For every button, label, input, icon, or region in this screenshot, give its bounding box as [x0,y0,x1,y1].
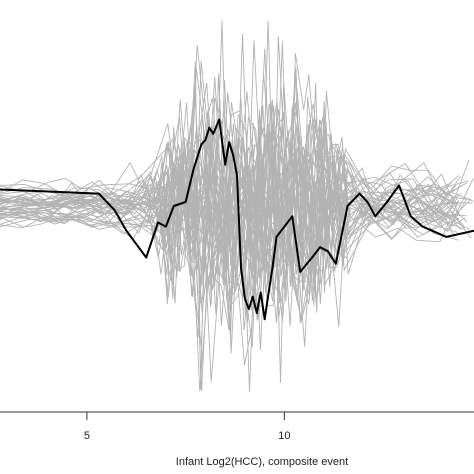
background-series-line [0,111,452,331]
x-axis-title: Infant Log2(HCC), composite event [176,456,348,468]
background-series-line [0,20,472,354]
highlight-series-group [0,118,474,321]
background-series-line [0,73,456,323]
highlight-series-line [0,118,474,321]
background-series-line [0,102,456,331]
background-series-line [0,41,455,288]
x-axis-ticks: 5 10 [84,412,291,442]
x-tick-label: 5 [84,430,90,442]
background-series-line [0,106,458,392]
x-tick-label: 10 [278,430,290,442]
background-series-line [0,118,450,340]
background-series-line [0,126,470,302]
background-series-group [0,20,474,392]
background-series-line [0,75,466,383]
background-series-line [0,74,474,313]
